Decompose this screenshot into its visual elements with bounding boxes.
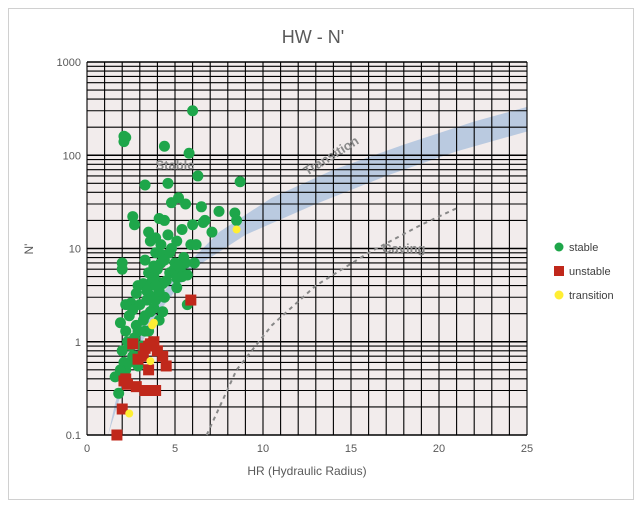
stable-point bbox=[113, 387, 125, 399]
stable-point bbox=[171, 235, 183, 247]
stable-point bbox=[158, 214, 170, 226]
x-tick-label: 5 bbox=[172, 443, 178, 455]
grid-lines bbox=[86, 61, 528, 436]
legend-label-unstable: unstable bbox=[569, 266, 611, 278]
x-tick-label: 25 bbox=[521, 443, 533, 455]
stable-point bbox=[114, 317, 126, 329]
stable-point bbox=[171, 282, 183, 294]
stable-point bbox=[187, 219, 199, 231]
unstable-point bbox=[137, 350, 149, 362]
stable-point bbox=[195, 201, 207, 213]
stable-point bbox=[162, 177, 174, 189]
stable-point bbox=[155, 239, 167, 251]
y-axis-label: N' bbox=[22, 244, 36, 255]
stable-point bbox=[181, 269, 193, 281]
stable-point bbox=[139, 325, 151, 337]
chart-title: HW - N' bbox=[282, 27, 344, 47]
stable-point bbox=[120, 132, 132, 144]
unstable-point bbox=[160, 360, 172, 372]
zone-label-stable: Stable bbox=[155, 158, 194, 173]
transition-band-area bbox=[108, 106, 528, 436]
stable-point bbox=[231, 214, 243, 226]
stable-point bbox=[158, 254, 170, 266]
unstable-point bbox=[143, 364, 155, 376]
stable-point bbox=[151, 263, 163, 275]
stable-point bbox=[162, 229, 174, 241]
data-points bbox=[109, 105, 246, 441]
y-tick-label: 0.1 bbox=[66, 430, 81, 442]
stable-point bbox=[165, 197, 177, 209]
unstable-point bbox=[127, 338, 139, 350]
unstable-point bbox=[139, 385, 151, 397]
unstable-point bbox=[143, 340, 155, 352]
boundary-dashed-line bbox=[205, 207, 458, 436]
stable-point bbox=[190, 239, 202, 251]
stable-point bbox=[141, 294, 153, 306]
unstable-point bbox=[150, 385, 162, 397]
stable-point bbox=[129, 219, 141, 231]
legend: stable unstable transition bbox=[554, 242, 614, 302]
axis-ticks: 0 5 10 15 20 25 0.1 1 10 100 1000 bbox=[57, 57, 534, 455]
unstable-point bbox=[130, 381, 142, 393]
unstable-point bbox=[157, 350, 169, 362]
legend-marker-unstable bbox=[554, 266, 564, 276]
unstable-point bbox=[185, 294, 197, 306]
transition-point bbox=[125, 409, 134, 418]
stable-point bbox=[139, 179, 151, 191]
stable-point bbox=[192, 170, 204, 182]
stable-point bbox=[144, 306, 156, 318]
dashed-line-path bbox=[205, 207, 458, 436]
x-tick-label: 15 bbox=[345, 443, 357, 455]
stable-point bbox=[130, 287, 142, 299]
stable-point bbox=[144, 235, 156, 247]
stable-point bbox=[150, 280, 162, 292]
legend-label-stable: stable bbox=[569, 242, 598, 254]
stable-point bbox=[188, 257, 200, 269]
stable-point bbox=[197, 217, 209, 229]
stable-point bbox=[116, 345, 128, 357]
zone-label-caving: Caving bbox=[382, 241, 425, 256]
y-tick-label: 10 bbox=[69, 244, 81, 256]
stable-point bbox=[173, 260, 185, 272]
legend-marker-stable bbox=[554, 242, 564, 252]
transition-band bbox=[108, 106, 528, 436]
transition-point bbox=[146, 357, 155, 366]
legend-marker-transition bbox=[554, 290, 564, 300]
x-axis-label: HR (Hydraulic Radius) bbox=[247, 464, 366, 478]
stable-point bbox=[137, 314, 149, 326]
stable-point bbox=[116, 263, 128, 275]
stable-point bbox=[206, 226, 218, 238]
unstable-point bbox=[116, 403, 128, 415]
stable-point bbox=[180, 198, 192, 210]
transition-point bbox=[232, 225, 241, 234]
y-tick-label: 1 bbox=[75, 337, 81, 349]
x-tick-label: 20 bbox=[433, 443, 445, 455]
hw-n-chart: HW - N' Stable Transition Caving 0 5 10 15 2… bbox=[22, 27, 614, 478]
stable-point bbox=[183, 147, 195, 159]
y-tick-label: 100 bbox=[63, 150, 81, 162]
y-tick-label: 1000 bbox=[57, 57, 81, 69]
stable-point bbox=[176, 223, 188, 235]
stable-point bbox=[139, 254, 151, 266]
stable-point bbox=[120, 325, 132, 337]
x-tick-label: 0 bbox=[84, 443, 90, 455]
legend-label-transition: transition bbox=[569, 290, 614, 302]
stable-point bbox=[213, 205, 225, 217]
transition-point bbox=[148, 321, 157, 330]
stable-point bbox=[123, 310, 135, 322]
stable-point bbox=[187, 105, 199, 117]
x-tick-label: 10 bbox=[257, 443, 269, 455]
chart-frame: HW - N' Stable Transition Caving 0 5 10 15 2… bbox=[8, 8, 634, 500]
stable-point bbox=[157, 306, 169, 318]
stable-point bbox=[158, 140, 170, 152]
unstable-point bbox=[111, 429, 123, 441]
unstable-point bbox=[121, 378, 133, 390]
stable-point bbox=[234, 176, 246, 188]
